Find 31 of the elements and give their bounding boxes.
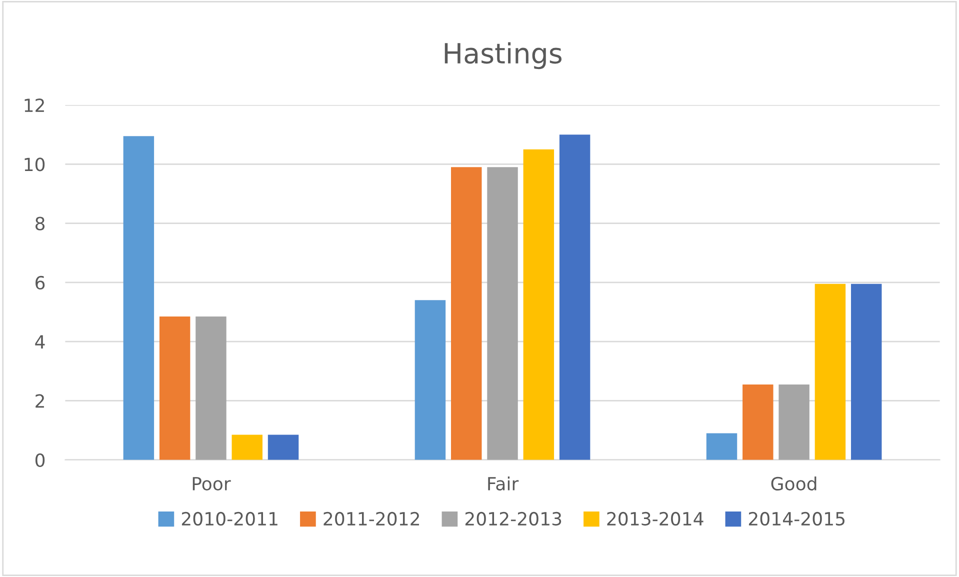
legend-label: 2011-2012 [324,512,419,526]
bar [123,136,154,460]
bar [196,316,226,460]
bar [232,434,262,460]
y-tick-label: 4 [35,335,45,348]
bar [706,433,738,460]
chart-title: Hastings [444,42,562,70]
bar [559,134,590,460]
y-tick-label: 12 [24,98,44,112]
y-tick-label: 2 [36,394,44,408]
x-tick-label: Good [771,476,816,491]
bar [850,284,882,460]
bar [451,167,482,460]
bar [487,167,518,460]
bar [159,316,190,460]
bar [742,384,774,460]
bar [414,300,446,460]
bar [268,434,299,460]
y-tick-label: 10 [24,158,45,172]
legend-label: 2012-2013 [465,512,562,526]
x-tick-label: Poor [192,477,231,491]
bar [523,149,554,460]
bar [778,384,810,460]
x-tick-label: Fair [488,476,519,491]
legend-label: 2014-2015 [748,512,844,526]
y-tick-label: 8 [36,216,45,230]
legend-label: 2010-2011 [182,512,278,526]
y-tick-label: 6 [36,276,45,290]
y-tick-label: 0 [35,453,45,467]
legend-label: 2013-2014 [607,512,704,526]
bar [814,284,846,460]
